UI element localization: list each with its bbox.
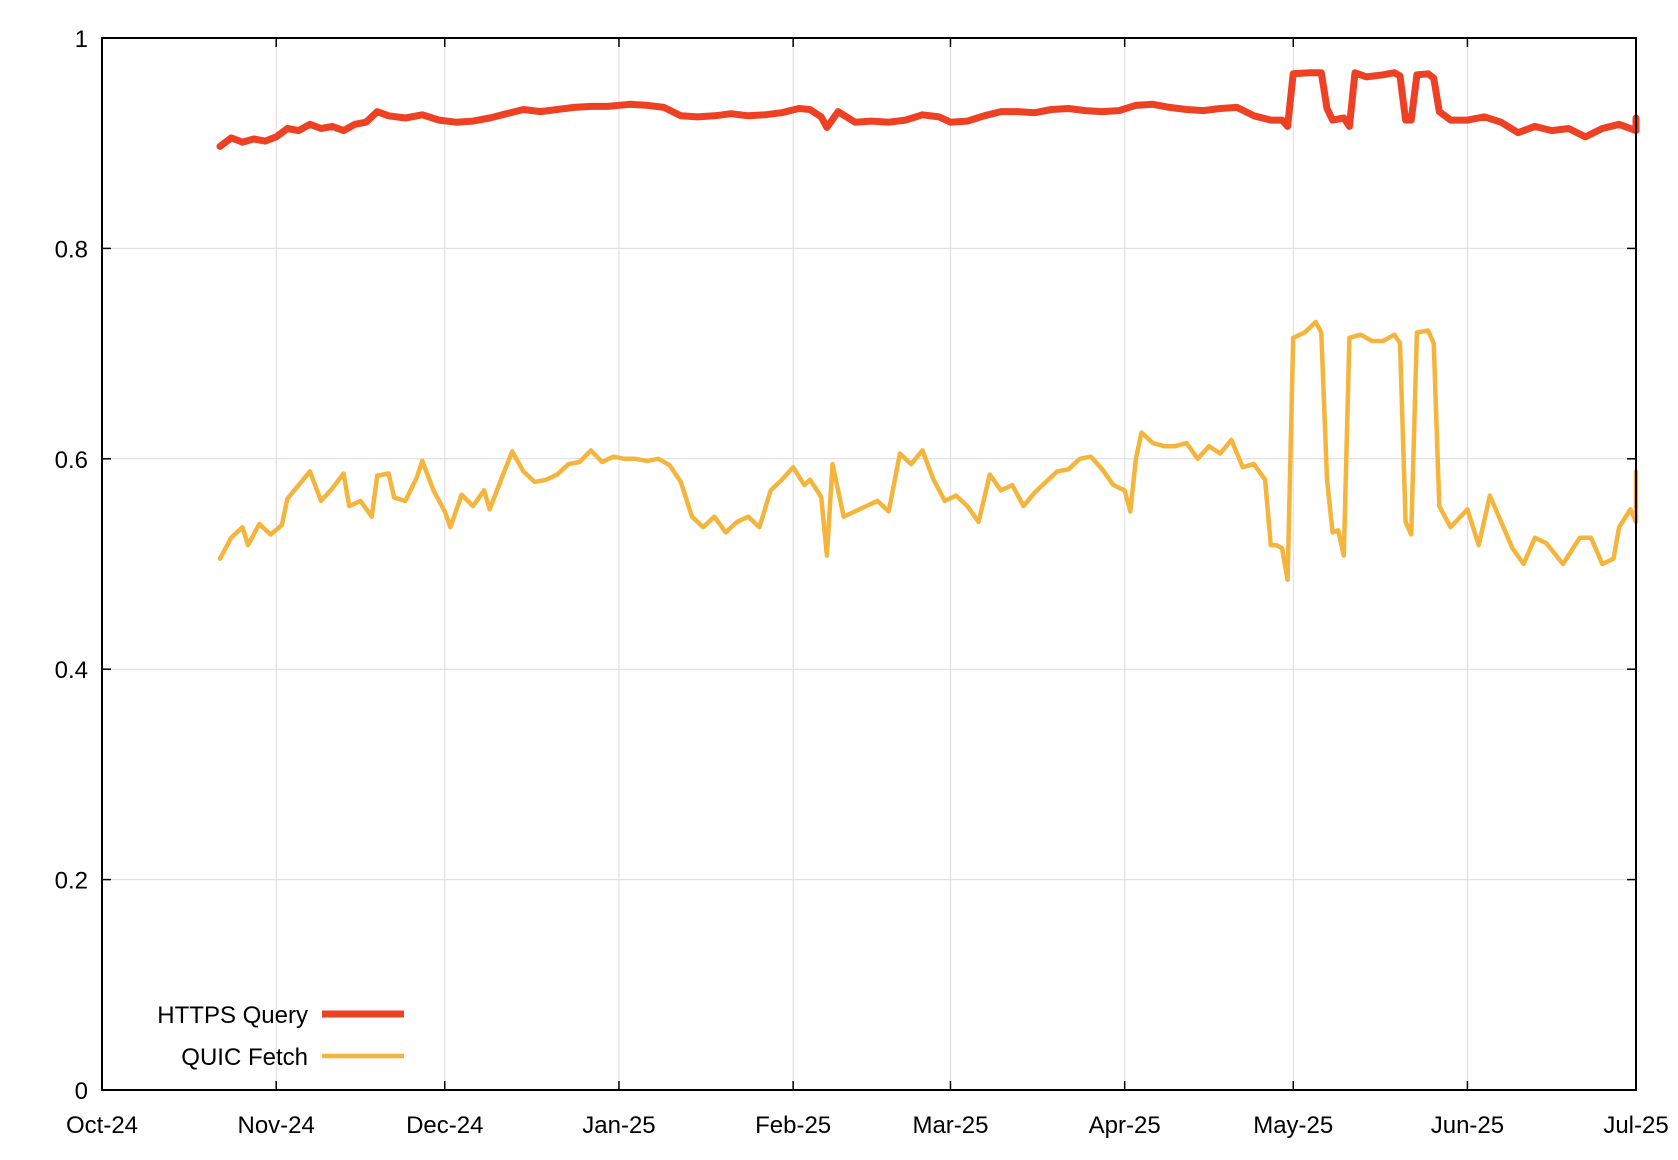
legend-label: HTTPS Query xyxy=(157,1002,308,1029)
x-tick-label: Jun-25 xyxy=(1431,1112,1504,1139)
y-tick-label: 0 xyxy=(75,1078,88,1105)
y-tick-label: 1 xyxy=(75,26,88,53)
legend: HTTPS Query QUIC Fetch xyxy=(157,1002,404,1071)
x-tick-label: Oct-24 xyxy=(66,1112,138,1139)
x-tick-label: Dec-24 xyxy=(406,1112,483,1139)
y-tick-label: 0.4 xyxy=(55,657,88,684)
x-tick-label: Apr-25 xyxy=(1089,1112,1161,1139)
axis-ticks xyxy=(101,37,1637,1091)
series-line-quic-fetch xyxy=(217,319,1639,583)
x-tick-label: Jul-25 xyxy=(1603,1112,1668,1139)
x-tick-label: Nov-24 xyxy=(238,1112,315,1139)
grid-lines xyxy=(102,38,1636,1090)
x-tick-label: Jan-25 xyxy=(582,1112,655,1139)
y-tick-label: 0.8 xyxy=(55,236,88,263)
x-axis-tick-labels: Oct-24 Nov-24 Dec-24 Jan-25 Feb-25 Mar-25 Apr-… xyxy=(66,1112,1669,1139)
legend-label: QUIC Fetch xyxy=(181,1044,308,1071)
series-line-https-query xyxy=(216,69,1640,150)
plot-frame xyxy=(101,37,1637,1091)
x-tick-label: May-25 xyxy=(1253,1112,1333,1139)
x-tick-label: Feb-25 xyxy=(755,1112,831,1139)
y-tick-label: 0.2 xyxy=(55,868,88,895)
x-tick-label: Mar-25 xyxy=(912,1112,988,1139)
y-axis-tick-labels: 0 0.2 0.4 0.6 0.8 1 xyxy=(55,26,88,1105)
series-lines xyxy=(216,69,1640,583)
y-tick-label: 0.6 xyxy=(55,447,88,474)
